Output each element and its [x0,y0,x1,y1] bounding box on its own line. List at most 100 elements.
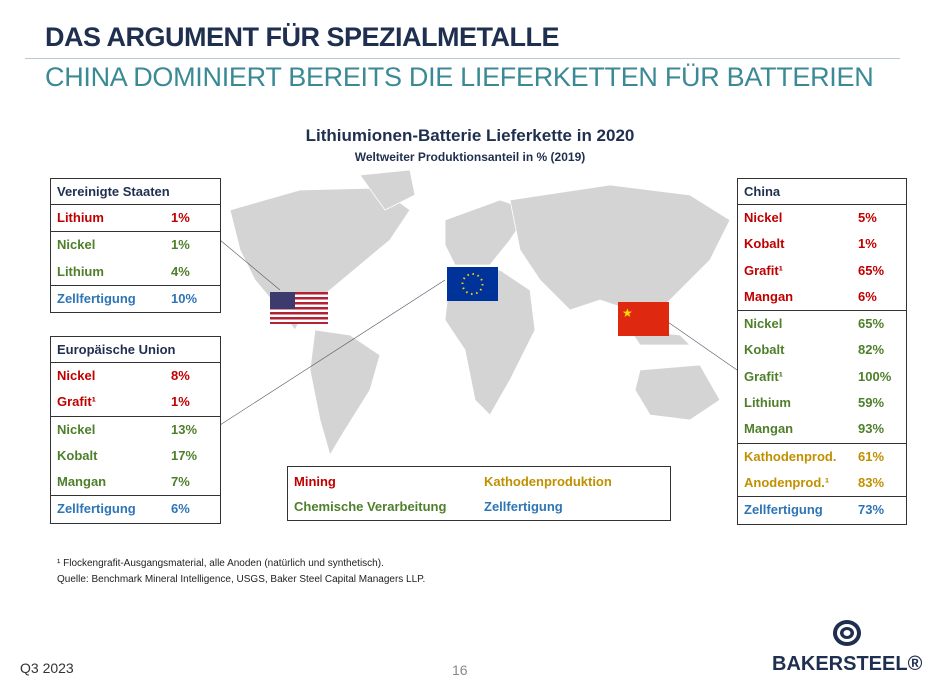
table-row: Nickel 65% [738,310,906,337]
row-value: 5% [858,210,877,225]
table-row: Zellfertigung 10% [51,284,220,312]
logo-text: BAKERSTEEL® [772,653,923,675]
svg-text:★: ★ [622,306,633,320]
row-value: 6% [858,288,877,304]
table-row: Grafit¹ 100% [738,364,906,390]
row-value: 73% [858,502,885,518]
table-row: Kobalt 1% [738,231,906,257]
footnote: ¹ Flockengrafit-Ausgangsmaterial, alle A… [57,556,425,588]
table-row: Lithium 1% [51,205,220,231]
row-label: Grafit¹ [57,394,96,410]
row-label: Nickel [57,237,96,253]
page-number: 16 [452,662,468,678]
row-label: Nickel [57,421,96,437]
row-value: 61% [858,448,885,464]
europe [444,199,531,266]
footnote-line: ¹ Flockengrafit-Ausgangsmaterial, alle A… [57,558,384,569]
row-label: Mangan [744,288,794,304]
table-row: Grafit¹ 65% [738,258,906,284]
table-row: Nickel 8% [51,363,220,389]
row-value: 59% [858,395,885,411]
eu-box: Europäische Union Nickel 8% Grafit¹ 1% Nicke… [50,336,221,524]
slide-title: DAS ARGUMENT FÜR SPEZIALMETALLE [45,22,559,52]
table-row: Mangan 93% [738,416,906,442]
south-america [309,329,381,456]
table-row: Grafit¹ 1% [51,389,220,415]
table-row: Kathodenprod. 61% [738,442,906,470]
table-row: Mangan 7% [51,469,220,495]
row-label: Kobalt [744,236,785,252]
table-row: Anodenprod.¹ 83% [738,470,906,496]
usa-flag-icon [270,292,328,324]
eu-connector [219,279,446,426]
row-label: Zellfertigung [57,290,136,306]
row-label: Lithium [744,395,791,411]
bakersteel-logo: BAKERSTEEL® [772,618,922,676]
row-value: 1% [171,394,190,410]
eu-flag-icon [447,267,498,301]
table-row: Mangan 6% [738,284,906,310]
row-label: Nickel [57,368,96,383]
row-label: Zellfertigung [744,502,823,518]
chart-title: Lithiumionen-Batterie Lieferkette in 202… [305,126,635,145]
row-label: Lithium [57,210,104,225]
row-label: Mangan [744,421,794,437]
asia [509,184,731,321]
row-label: Mangan [57,474,107,490]
row-label: Kobalt [57,447,98,463]
row-value: 13% [171,421,198,437]
legend-cell: Zellfertigung [484,499,563,514]
row-value: 83% [858,474,885,490]
table-row: Kobalt 17% [51,443,220,469]
africa [444,269,536,416]
table-row: Kobalt 82% [738,337,906,363]
row-value: 1% [858,236,877,252]
row-value: 1% [171,237,190,253]
row-value: 6% [171,501,190,517]
row-value: 17% [171,447,198,463]
greenland [359,170,416,211]
row-label: Nickel [744,316,783,332]
legend-chemical: Chemische Verarbeitung [294,499,447,514]
usa-box: Vereinigte Staaten Lithium 1% Nickel 1% Lith… [50,178,221,314]
table-row: Lithium 4% [51,259,220,285]
legend: Mining Kathodenproduktion Chemische Vera… [287,466,671,521]
row-label: Nickel [744,210,783,225]
row-label: Zellfertigung [57,501,136,517]
quarter-label: Q3 2023 [20,660,74,676]
row-label: Grafit¹ [744,368,783,384]
row-value: 65% [858,316,885,332]
source-line: Quelle: Benchmark Mineral Intelligence, … [57,574,426,585]
row-label: Kathodenprod. [744,448,837,464]
table-row: Nickel 1% [51,231,220,258]
china-connector [664,319,738,371]
legend-cathode: Kathodenproduktion [484,474,612,489]
row-value: 82% [858,342,885,358]
chart-subtitle: Weltweiter Produktionsanteil in % (2019) [354,150,586,164]
usa-connector [219,239,281,291]
legend-mining: Mining [294,474,336,489]
row-label: Kobalt [744,342,785,358]
table-row: Nickel 13% [51,415,220,443]
title-divider [25,58,900,59]
row-label: Anodenprod.¹ [744,474,830,490]
row-label: Lithium [57,263,104,279]
row-value: 100% [858,368,892,384]
row-value: 93% [858,421,885,437]
row-value: 10% [171,290,198,306]
world-map: ★ [219,170,738,456]
row-value: 7% [171,474,190,490]
table-row: Nickel 5% [738,205,906,231]
row-value: 65% [858,262,885,278]
australia [634,364,721,421]
row-value: 1% [171,210,190,225]
table-row: Zellfertigung 6% [51,495,220,522]
table-row: Lithium 59% [738,390,906,416]
row-label: Grafit¹ [744,262,783,278]
row-value: 4% [171,263,190,279]
china-title: China [738,179,906,205]
china-flag-icon: ★ [618,302,669,336]
row-value: 8% [171,368,190,383]
slide-subtitle: CHINA DOMINIERT BEREITS DIE LIEFERKETTEN… [45,62,874,92]
table-row: Zellfertigung 73% [738,496,906,523]
